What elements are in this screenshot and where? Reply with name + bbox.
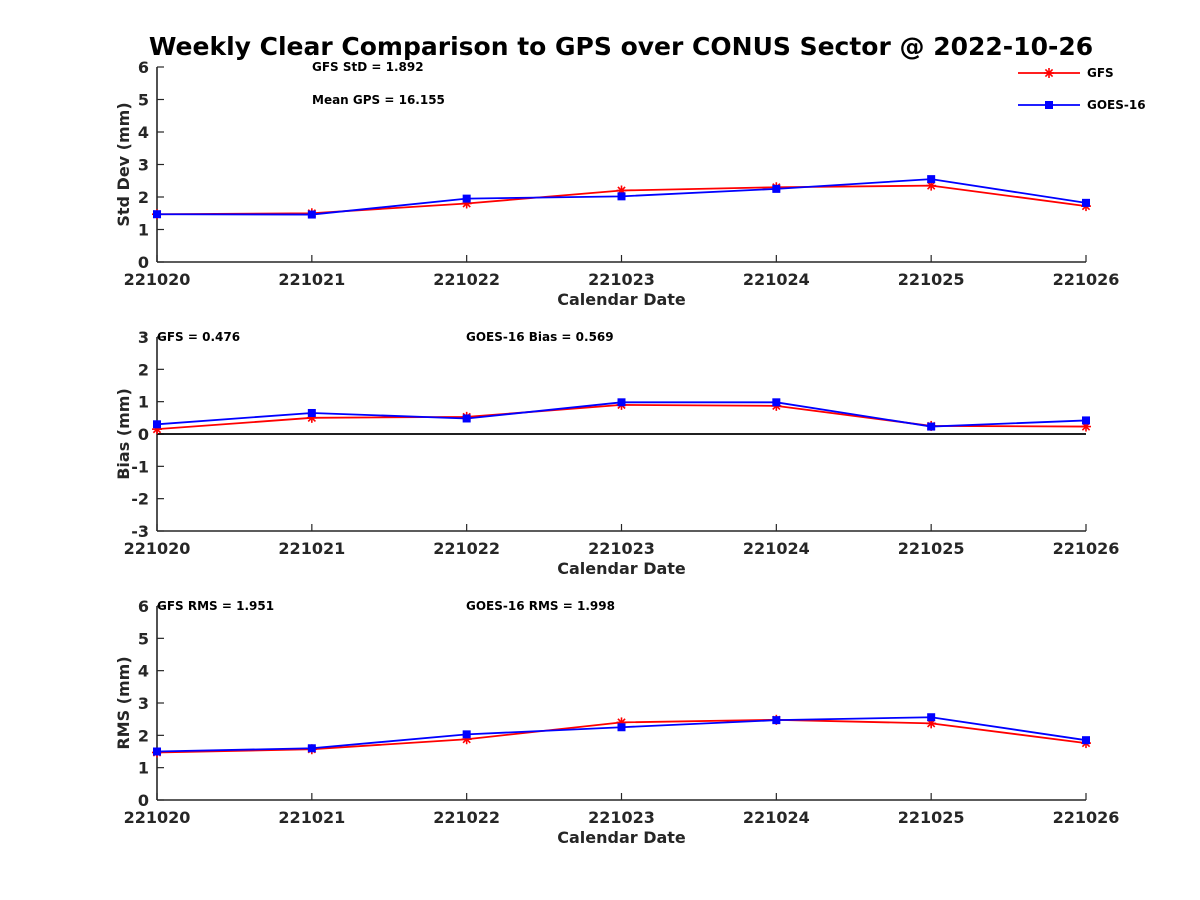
y-tick-label: 6 (138, 597, 149, 616)
panel-stddev: 0 1 2 3 4 5 6 221020 221021 221022 221023 221024 221… (114, 58, 1119, 309)
x-axis-label: Calendar Date (557, 828, 686, 847)
y-tick-label: 0 (138, 253, 149, 272)
stat-annotation: GFS = 0.476 (157, 330, 240, 344)
x-tick-label: 221020 (124, 808, 191, 827)
x-tick-label: 221025 (898, 539, 965, 558)
y-tick-label: 6 (138, 58, 149, 77)
data-point-goes-16 (772, 716, 781, 725)
y-tick-label: 2 (138, 726, 149, 745)
data-point-goes-16 (772, 184, 781, 193)
data-point-goes-16 (617, 192, 626, 201)
y-tick-label: 3 (138, 156, 149, 175)
data-point-goes-16 (307, 210, 316, 219)
panel-bias: -3 -2 -1 0 1 2 3 221020 221021 221022 221023 221024… (114, 328, 1119, 578)
y-tick-label: 2 (138, 188, 149, 207)
x-tick-label: 221022 (433, 270, 500, 289)
stat-annotation: Mean GPS = 16.155 (312, 93, 445, 107)
x-axis-label: Calendar Date (557, 290, 686, 309)
y-tick-label: 0 (138, 791, 149, 810)
x-tick-label: 221025 (898, 808, 965, 827)
x-tick-label: 221024 (743, 270, 810, 289)
y-tick-label: 4 (138, 123, 149, 142)
x-tick-label: 221024 (743, 808, 810, 827)
data-point-goes-16 (153, 420, 161, 429)
data-point-goes-16 (927, 713, 936, 722)
y-tick-label: -3 (131, 522, 149, 541)
data-point-goes-16 (1082, 416, 1090, 425)
x-tick-label: 221023 (588, 270, 655, 289)
data-point-goes-16 (1082, 736, 1090, 745)
stat-annotation: GFS RMS = 1.951 (157, 599, 274, 613)
series-gfs (152, 714, 1091, 758)
x-tick-label: 221025 (898, 270, 965, 289)
legend-marker (1044, 68, 1054, 78)
x-tick-label: 221020 (124, 270, 191, 289)
x-tick-label: 221022 (433, 808, 500, 827)
stat-annotation: GOES-16 RMS = 1.998 (466, 599, 615, 613)
y-tick-label: -1 (131, 457, 149, 476)
legend-marker (1045, 101, 1053, 109)
x-tick-label: 221024 (743, 539, 810, 558)
y-tick-label: 5 (138, 91, 149, 110)
panel-rms: 0 1 2 3 4 5 6 221020 221021 221022 221023 221024 221… (114, 597, 1119, 847)
series-goes-16 (153, 398, 1090, 431)
data-point-gfs (926, 180, 937, 191)
x-tick-label: 221020 (124, 539, 191, 558)
y-tick-label: 2 (138, 360, 149, 379)
y-tick-label: 4 (138, 662, 149, 681)
y-tick-label: -2 (131, 490, 149, 509)
x-tick-label: 221023 (588, 808, 655, 827)
x-tick-label: 221021 (278, 539, 345, 558)
data-point-goes-16 (927, 422, 936, 431)
data-point-goes-16 (617, 398, 626, 407)
x-tick-label: 221023 (588, 539, 655, 558)
x-axis-label: Calendar Date (557, 559, 686, 578)
y-tick-label: 3 (138, 694, 149, 713)
legend-entry: GOES-16 (1018, 98, 1146, 112)
data-point-goes-16 (307, 408, 316, 417)
y-tick-label: 1 (138, 393, 149, 412)
y-axis-label: RMS (mm) (114, 656, 133, 749)
chart-legend: GFS GOES-16 (1018, 66, 1146, 112)
legend-label: GFS (1087, 66, 1114, 80)
legend-label: GOES-16 (1087, 98, 1146, 112)
x-tick-label: 221026 (1053, 270, 1120, 289)
data-point-goes-16 (617, 723, 626, 732)
y-tick-label: 0 (138, 425, 149, 444)
data-point-goes-16 (307, 744, 316, 753)
stat-annotation: GFS StD = 1.892 (312, 60, 424, 74)
data-point-goes-16 (772, 398, 781, 407)
data-point-goes-16 (153, 210, 161, 219)
x-tick-label: 221021 (278, 808, 345, 827)
y-axis-label: Std Dev (mm) (114, 102, 133, 226)
series-goes-16 (153, 175, 1090, 219)
y-tick-label: 1 (138, 759, 149, 778)
data-point-goes-16 (462, 194, 471, 203)
y-axis-label: Bias (mm) (114, 388, 133, 480)
x-tick-label: 221026 (1053, 808, 1120, 827)
stat-annotation: GOES-16 Bias = 0.569 (466, 330, 614, 344)
x-tick-label: 221026 (1053, 539, 1120, 558)
legend-entry: GFS (1018, 66, 1114, 80)
y-tick-label: 5 (138, 629, 149, 648)
data-point-goes-16 (462, 730, 471, 739)
x-tick-label: 221022 (433, 539, 500, 558)
y-tick-label: 3 (138, 328, 149, 347)
x-tick-label: 221021 (278, 270, 345, 289)
data-point-goes-16 (153, 747, 161, 756)
series-goes-16 (153, 713, 1090, 756)
y-tick-label: 1 (138, 221, 149, 240)
data-point-goes-16 (927, 175, 936, 184)
chart-title: Weekly Clear Comparison to GPS over CONU… (149, 32, 1093, 61)
data-point-goes-16 (1082, 198, 1090, 207)
data-point-goes-16 (462, 414, 471, 423)
